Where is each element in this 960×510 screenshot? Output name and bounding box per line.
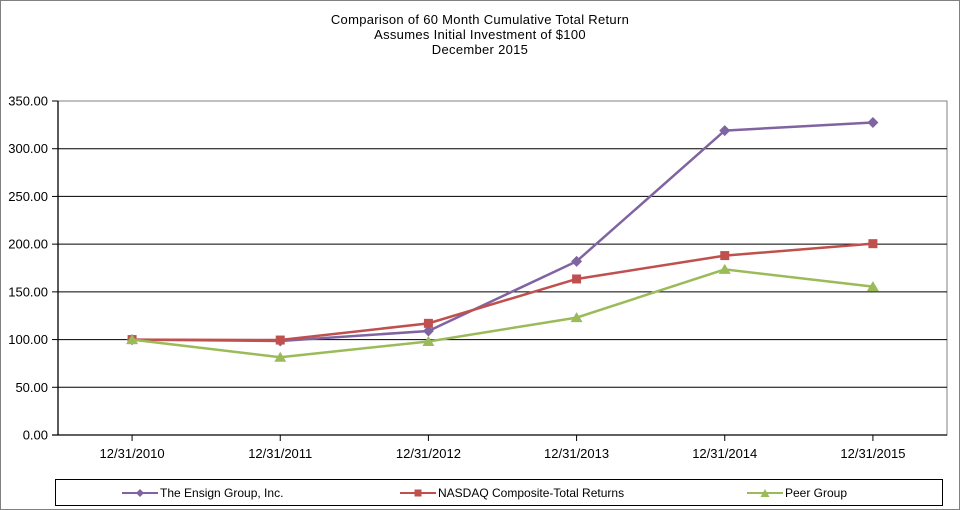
triangle-marker-icon bbox=[274, 351, 287, 362]
series-3 bbox=[126, 263, 879, 362]
diamond-marker-icon bbox=[867, 116, 879, 128]
y-axis-label: 250.00 bbox=[8, 189, 48, 204]
x-axis-label: 12/31/2010 bbox=[100, 446, 165, 461]
x-axis-label: 12/31/2015 bbox=[840, 446, 905, 461]
square-legend-marker-icon bbox=[400, 489, 436, 496]
y-axis-label: 300.00 bbox=[8, 141, 48, 156]
legend-item-1: The Ensign Group, Inc. bbox=[122, 480, 283, 505]
chart-legend: The Ensign Group, Inc. NASDAQ Composite-T… bbox=[55, 479, 943, 506]
x-axis-label: 12/31/2014 bbox=[692, 446, 757, 461]
chart-title-line-1: Comparison of 60 Month Cumulative Total … bbox=[330, 12, 630, 27]
square-marker-icon bbox=[868, 239, 878, 249]
triangle-marker-icon bbox=[718, 263, 731, 274]
series-line bbox=[132, 242, 874, 342]
x-axis-label: 12/31/2013 bbox=[544, 446, 609, 461]
gridlines bbox=[58, 148, 947, 388]
chart-title-line-2: Assumes Initial Investment of $100 bbox=[374, 27, 586, 42]
legend-label: The Ensign Group, Inc. bbox=[160, 485, 284, 500]
legend-label: Peer Group bbox=[785, 485, 848, 500]
y-axis-label: 0.00 bbox=[23, 428, 48, 443]
diamond-marker-icon bbox=[422, 325, 434, 337]
square-marker-icon bbox=[275, 335, 285, 345]
diamond-legend-marker-icon bbox=[122, 488, 158, 497]
series-1 bbox=[126, 116, 879, 347]
triangle-marker-icon bbox=[866, 281, 879, 292]
series-line bbox=[132, 121, 873, 343]
diamond-marker-icon bbox=[719, 125, 731, 137]
triangle-marker-icon bbox=[570, 312, 583, 323]
triangle-legend-marker-icon bbox=[747, 488, 783, 497]
square-marker-icon bbox=[572, 274, 582, 284]
chart-title: Comparison of 60 Month Cumulative Total … bbox=[1, 12, 959, 57]
plot-area-border bbox=[57, 100, 948, 436]
square-marker-icon bbox=[423, 318, 433, 328]
triangle-marker-icon bbox=[126, 334, 139, 345]
y-axis-label: 50.00 bbox=[15, 380, 48, 395]
y-axis-label: 200.00 bbox=[8, 237, 48, 252]
x-axis-label: 12/31/2011 bbox=[248, 446, 312, 461]
y-axis: 0.00 50.00 100.00 150.00 200.00 250.00 300.00 3… bbox=[8, 94, 59, 443]
chart-title-line-3: December 2015 bbox=[431, 42, 529, 57]
diamond-marker-icon bbox=[571, 255, 583, 267]
legend-label: NASDAQ Composite-Total Returns bbox=[438, 485, 625, 500]
triangle-marker-icon bbox=[422, 335, 435, 346]
x-axis-label: 12/31/2012 bbox=[396, 446, 461, 461]
x-axis: 12/31/2010 12/31/2011 12/31/2012 12/31/2013… bbox=[52, 434, 947, 461]
series-line bbox=[131, 268, 874, 359]
y-axis-label: 100.00 bbox=[8, 332, 48, 347]
legend-item-3: Peer Group bbox=[747, 480, 847, 505]
y-axis-label: 150.00 bbox=[8, 284, 48, 299]
y-axis-label: 350.00 bbox=[8, 94, 48, 109]
square-marker-icon bbox=[720, 251, 730, 261]
legend-item-2: NASDAQ Composite-Total Returns bbox=[400, 480, 624, 505]
